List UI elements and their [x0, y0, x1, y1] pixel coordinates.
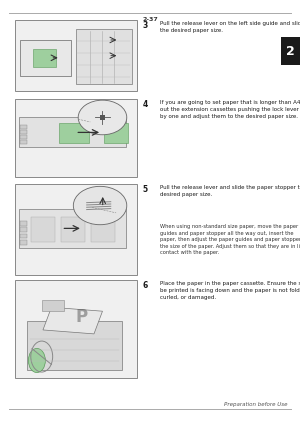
FancyBboxPatch shape: [20, 140, 27, 144]
Text: If you are going to set paper that is longer than A4, pull
out the extension cas: If you are going to set paper that is lo…: [160, 100, 300, 119]
Text: 4: 4: [142, 100, 148, 109]
FancyBboxPatch shape: [27, 321, 122, 370]
Text: Preparation before Use: Preparation before Use: [224, 402, 288, 407]
Text: 2: 2: [286, 45, 295, 58]
Circle shape: [28, 348, 45, 373]
FancyBboxPatch shape: [281, 37, 300, 65]
Text: 5: 5: [142, 185, 148, 194]
FancyBboxPatch shape: [20, 227, 27, 232]
Ellipse shape: [73, 186, 127, 225]
FancyBboxPatch shape: [20, 135, 27, 139]
FancyBboxPatch shape: [19, 209, 126, 247]
FancyBboxPatch shape: [32, 217, 55, 242]
FancyBboxPatch shape: [20, 234, 27, 238]
Text: Pull the release lever and slide the paper stopper to the
desired paper size.: Pull the release lever and slide the pap…: [160, 185, 300, 197]
FancyBboxPatch shape: [76, 28, 132, 84]
FancyBboxPatch shape: [15, 280, 136, 378]
FancyBboxPatch shape: [20, 125, 27, 129]
Text: P: P: [76, 308, 88, 326]
FancyBboxPatch shape: [42, 300, 64, 311]
Text: 3: 3: [142, 21, 148, 30]
FancyBboxPatch shape: [20, 40, 71, 76]
FancyBboxPatch shape: [20, 130, 27, 134]
FancyBboxPatch shape: [59, 123, 89, 143]
Text: 2-37: 2-37: [142, 17, 158, 22]
FancyBboxPatch shape: [61, 217, 85, 242]
FancyBboxPatch shape: [19, 117, 126, 147]
FancyBboxPatch shape: [92, 217, 115, 242]
Text: When using non-standard size paper, move the paper
guides and paper stopper all : When using non-standard size paper, move…: [160, 224, 300, 255]
FancyBboxPatch shape: [20, 240, 27, 245]
Text: Pull the release lever on the left side guide and slide to
the desired paper siz: Pull the release lever on the left side …: [160, 21, 300, 33]
FancyBboxPatch shape: [15, 99, 136, 177]
FancyBboxPatch shape: [104, 123, 128, 143]
FancyBboxPatch shape: [15, 184, 136, 275]
FancyBboxPatch shape: [15, 20, 136, 91]
FancyBboxPatch shape: [33, 49, 56, 67]
Text: Place the paper in the paper cassette. Ensure the side to
be printed is facing d: Place the paper in the paper cassette. E…: [160, 281, 300, 300]
FancyBboxPatch shape: [20, 221, 27, 226]
Text: 6: 6: [142, 281, 148, 290]
FancyBboxPatch shape: [100, 115, 105, 120]
Polygon shape: [43, 307, 103, 334]
Ellipse shape: [78, 100, 127, 135]
